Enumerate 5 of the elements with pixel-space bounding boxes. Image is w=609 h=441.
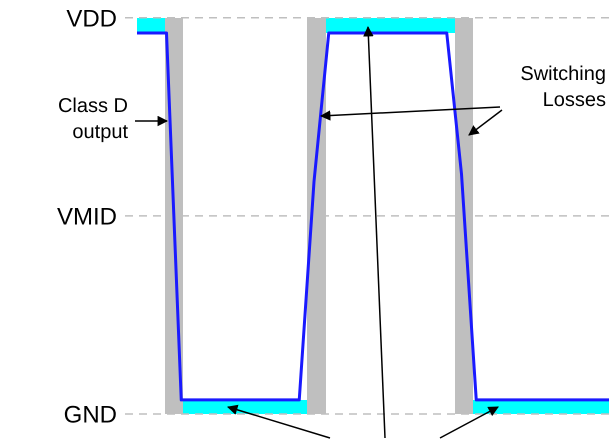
ref-line-label: VMID bbox=[57, 204, 117, 231]
annotation: Class D output bbox=[58, 95, 128, 143]
ref-line-label: GND bbox=[64, 402, 117, 429]
annotation: Switching Losses bbox=[520, 63, 606, 111]
ref-line-label: VDD bbox=[66, 5, 117, 32]
